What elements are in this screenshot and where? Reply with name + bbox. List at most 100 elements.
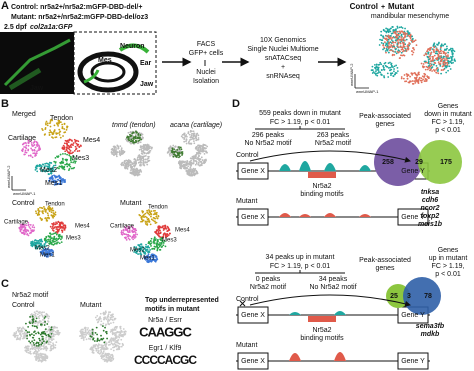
cell-dot	[429, 53, 432, 56]
cell-dot	[39, 320, 42, 323]
cell-dot	[446, 47, 448, 50]
cell-dot	[123, 164, 125, 167]
cell-dot	[31, 324, 34, 327]
label: Mes1	[140, 256, 155, 262]
cell-dot	[153, 245, 156, 248]
cell-dot	[55, 183, 58, 185]
cell-dot	[127, 165, 130, 168]
label: foxp2	[421, 213, 440, 220]
cell-dot	[144, 249, 147, 252]
cell-dot	[155, 213, 158, 216]
cell-dot	[122, 151, 124, 154]
cell-dot	[453, 50, 456, 53]
cell-dot	[61, 123, 64, 126]
cell-dot	[102, 329, 105, 332]
cell-dot	[38, 145, 41, 148]
cell-dot	[373, 63, 376, 66]
cell-dot	[426, 68, 429, 71]
cell-dot	[181, 152, 184, 155]
cell-dot	[39, 165, 41, 168]
gene-box	[397, 208, 429, 226]
cell-dot	[167, 147, 170, 150]
cell-dot	[186, 159, 189, 162]
cell-dot	[124, 165, 127, 168]
cell-dot	[134, 247, 137, 249]
cell-dot	[146, 146, 149, 148]
cell-dot	[49, 178, 52, 180]
cell-dot	[113, 148, 116, 151]
cell-dot	[23, 331, 26, 334]
cell-dot	[17, 329, 19, 332]
cell-dot	[392, 44, 395, 47]
label: snRNAseq	[266, 73, 300, 80]
cell-dot	[153, 238, 156, 240]
cell-dot	[200, 161, 202, 163]
cell-dot	[75, 158, 78, 160]
cell-dot	[150, 260, 153, 262]
cell-dot	[105, 346, 108, 349]
label: Mutant	[388, 2, 415, 11]
cell-dot	[144, 158, 147, 161]
cell-dot	[62, 135, 64, 137]
circle-shape	[418, 140, 462, 184]
peak	[279, 164, 291, 171]
cell-dot	[47, 208, 50, 211]
cell-dot	[189, 166, 192, 169]
cell-dot	[32, 229, 35, 232]
cell-dot	[171, 151, 173, 154]
cell-dot	[23, 146, 25, 148]
cell-dot	[53, 164, 55, 167]
cell-dot	[202, 148, 204, 151]
cell-dot	[45, 250, 48, 253]
cell-dot	[442, 55, 445, 58]
cell-dot	[396, 27, 399, 29]
cell-dot	[132, 162, 134, 165]
cell-dot	[61, 125, 64, 128]
label: Isolation	[193, 78, 219, 85]
label: Jaw	[30, 85, 44, 92]
label: Mutant	[120, 200, 141, 207]
cell-dot	[196, 172, 199, 175]
cell-dot	[433, 59, 436, 62]
cell-dot	[453, 58, 456, 61]
cell-dot	[52, 251, 54, 254]
cell-dot	[110, 322, 112, 325]
cell-dot	[432, 55, 435, 58]
cell-dot	[188, 171, 191, 174]
label: p < 0.01	[435, 271, 461, 278]
cell-dot	[68, 168, 71, 170]
cell-dot	[43, 237, 46, 240]
cell-dot	[398, 30, 401, 33]
cell-dot	[171, 148, 174, 151]
cell-dot	[112, 328, 114, 331]
cell-dot	[96, 337, 99, 340]
label: Nuclei	[196, 69, 216, 76]
cell-dot	[52, 335, 55, 338]
cell-dot	[439, 63, 442, 65]
cell-dot	[115, 337, 118, 339]
cell-dot	[100, 351, 102, 354]
cell-dot	[49, 341, 52, 344]
label: D	[232, 98, 240, 110]
cell-dot	[53, 232, 56, 235]
cell-dot	[37, 346, 40, 349]
cell-dot	[387, 31, 390, 34]
cell-dot	[156, 249, 159, 252]
cell-dot	[181, 136, 184, 139]
cell-dot	[33, 148, 36, 151]
label: Nr5a2 motif	[315, 140, 351, 147]
cell-dot	[38, 343, 41, 346]
cell-dot	[140, 170, 143, 173]
cell-dot	[415, 44, 418, 47]
cell-dot	[168, 228, 170, 230]
cell-dot	[80, 332, 83, 335]
cell-dot	[53, 160, 56, 163]
gene-box	[237, 162, 269, 180]
cell-dot	[129, 140, 132, 143]
cell-dot	[112, 337, 115, 340]
cell-dot	[37, 348, 40, 351]
cell-dot	[144, 212, 147, 215]
cell-dot	[205, 151, 208, 154]
cell-dot	[137, 161, 140, 164]
cell-dot	[34, 247, 37, 250]
